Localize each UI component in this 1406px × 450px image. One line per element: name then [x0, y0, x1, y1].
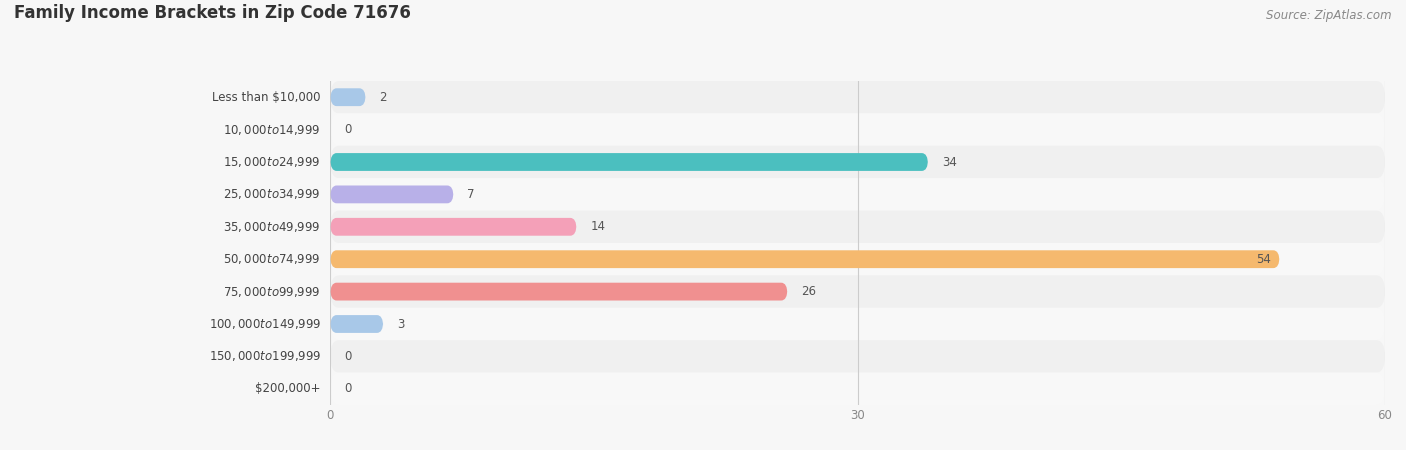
- Text: $10,000 to $14,999: $10,000 to $14,999: [224, 122, 321, 137]
- FancyBboxPatch shape: [330, 218, 576, 236]
- FancyBboxPatch shape: [330, 146, 1385, 178]
- Text: 54: 54: [1256, 253, 1271, 266]
- Text: $200,000+: $200,000+: [256, 382, 321, 395]
- Text: 14: 14: [591, 220, 606, 233]
- FancyBboxPatch shape: [330, 178, 1385, 211]
- FancyBboxPatch shape: [330, 373, 1385, 405]
- Text: 2: 2: [380, 91, 387, 104]
- Text: $75,000 to $99,999: $75,000 to $99,999: [224, 284, 321, 299]
- FancyBboxPatch shape: [330, 185, 453, 203]
- Text: Less than $10,000: Less than $10,000: [212, 91, 321, 104]
- Text: 0: 0: [344, 123, 352, 136]
- FancyBboxPatch shape: [330, 340, 1385, 373]
- FancyBboxPatch shape: [330, 113, 1385, 146]
- FancyBboxPatch shape: [330, 250, 1279, 268]
- Text: 3: 3: [396, 318, 405, 330]
- Text: Source: ZipAtlas.com: Source: ZipAtlas.com: [1267, 9, 1392, 22]
- FancyBboxPatch shape: [330, 308, 1385, 340]
- FancyBboxPatch shape: [330, 211, 1385, 243]
- Text: 0: 0: [344, 350, 352, 363]
- Text: $100,000 to $149,999: $100,000 to $149,999: [208, 317, 321, 331]
- Text: 26: 26: [801, 285, 817, 298]
- FancyBboxPatch shape: [330, 81, 1385, 113]
- FancyBboxPatch shape: [330, 283, 787, 301]
- FancyBboxPatch shape: [330, 88, 366, 106]
- Text: $25,000 to $34,999: $25,000 to $34,999: [224, 187, 321, 202]
- Text: 7: 7: [467, 188, 475, 201]
- Text: $15,000 to $24,999: $15,000 to $24,999: [224, 155, 321, 169]
- Text: $35,000 to $49,999: $35,000 to $49,999: [224, 220, 321, 234]
- Text: $50,000 to $74,999: $50,000 to $74,999: [224, 252, 321, 266]
- FancyBboxPatch shape: [330, 315, 382, 333]
- Text: 0: 0: [344, 382, 352, 395]
- Text: Family Income Brackets in Zip Code 71676: Family Income Brackets in Zip Code 71676: [14, 4, 411, 22]
- Text: $150,000 to $199,999: $150,000 to $199,999: [208, 349, 321, 364]
- FancyBboxPatch shape: [330, 243, 1385, 275]
- FancyBboxPatch shape: [330, 153, 928, 171]
- Text: 34: 34: [942, 156, 957, 168]
- FancyBboxPatch shape: [330, 275, 1385, 308]
